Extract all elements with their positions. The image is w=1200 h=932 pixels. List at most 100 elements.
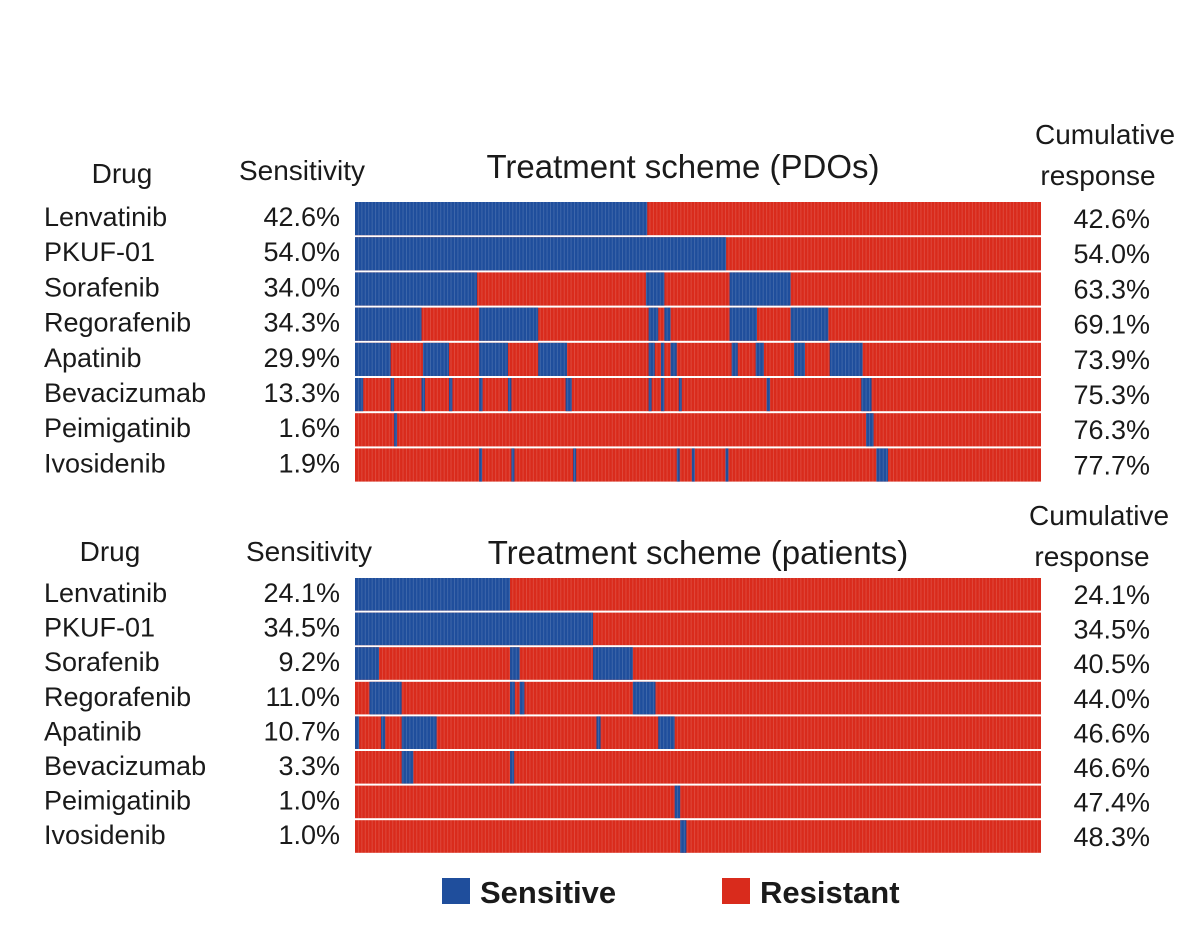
sensitive-segment — [596, 716, 601, 749]
sensitive-segment — [479, 378, 483, 412]
sensitive-segment — [479, 342, 508, 376]
sensitive-segment — [691, 448, 695, 482]
drug-label: Bevacizumab — [44, 751, 206, 781]
sensitive-segment — [355, 237, 727, 271]
resistant-bar — [355, 413, 1041, 447]
sensitive-segment — [381, 716, 386, 749]
drug-label: Peimigatinib — [44, 413, 191, 443]
cumulative-value: 47.4% — [1073, 788, 1150, 818]
sensitivity-header: Sensitivity — [246, 536, 372, 567]
sensitive-segment — [538, 342, 567, 376]
sensitivity-value: 34.3% — [263, 308, 340, 338]
sensitive-segment — [379, 681, 402, 715]
sensitive-segment — [755, 342, 764, 376]
drug-header: Drug — [92, 158, 153, 189]
heatmap-grid — [355, 202, 1041, 482]
cumulative-value: 42.6% — [1073, 204, 1150, 234]
sensitive-segment — [674, 785, 681, 819]
resistant-bar — [355, 647, 1041, 680]
sensitive-segment — [632, 681, 656, 715]
sensitive-segment — [729, 272, 791, 306]
cumulative-header-line2: response — [1040, 160, 1155, 191]
cumulative-value: 73.9% — [1073, 345, 1150, 375]
sensitive-segment — [645, 272, 665, 306]
sensitive-segment — [355, 378, 364, 412]
sensitive-segment — [658, 716, 675, 749]
sensitive-segment — [510, 647, 520, 680]
panel-pdos: Drug Sensitivity Treatment scheme (PDOs)… — [44, 119, 1175, 482]
sensitivity-value: 34.0% — [263, 272, 340, 302]
drug-label: Lenvatinib — [44, 578, 167, 608]
cumulative-value: 34.5% — [1073, 615, 1150, 645]
sensitive-segment — [390, 378, 395, 412]
sensitive-segment — [729, 307, 757, 341]
sensitive-segment — [861, 378, 872, 412]
cumulative-header-line2: response — [1034, 541, 1149, 572]
sensitive-segment — [790, 307, 829, 341]
legend-swatch-resistant — [722, 878, 750, 904]
drug-label: Sorafenib — [44, 647, 160, 677]
resistant-bar — [355, 785, 1041, 819]
heatmap-grid — [355, 578, 1041, 853]
sensitivity-header: Sensitivity — [239, 155, 365, 186]
resistant-bar — [355, 448, 1041, 482]
sensitivity-value: 13.3% — [263, 378, 340, 408]
drug-label: Ivosidenib — [44, 820, 166, 850]
sensitivity-value: 29.9% — [263, 343, 340, 373]
sensitive-segment — [511, 448, 515, 482]
resistant-bar — [355, 681, 1041, 715]
sensitive-segment — [648, 307, 659, 341]
sensitivity-value: 34.5% — [263, 613, 340, 643]
sensitive-segment — [829, 342, 863, 376]
sensitive-segment — [766, 378, 771, 412]
sensitivity-value: 9.2% — [278, 647, 340, 677]
cumulative-value: 48.3% — [1073, 822, 1150, 852]
cumulative-value: 40.5% — [1073, 649, 1150, 679]
sensitive-segment — [565, 378, 572, 412]
chart-title: Treatment scheme (PDOs) — [486, 148, 879, 185]
drug-label: Apatinib — [44, 716, 142, 746]
sensitive-segment — [510, 751, 515, 784]
sensitive-segment — [876, 448, 889, 482]
resistant-bar — [355, 307, 1041, 341]
sensitive-segment — [448, 378, 453, 412]
sensitive-segment — [355, 612, 594, 646]
row-labels: Lenvatinib 42.6% 42.6% PKUF-01 54.0% 54.0% Sor… — [44, 202, 1150, 480]
legend: Sensitive Resistant — [442, 875, 900, 910]
sensitivity-value: 24.1% — [263, 578, 340, 608]
sensitive-segment — [507, 378, 512, 412]
sensitive-segment — [355, 272, 478, 306]
sensitive-segment — [519, 681, 525, 715]
sensitive-segment — [680, 820, 687, 853]
sensitive-segment — [660, 342, 665, 376]
drug-label: PKUF-01 — [44, 237, 155, 267]
sensitive-segment — [355, 342, 391, 376]
drug-label: Peimigatinib — [44, 786, 191, 816]
sensitive-segment — [422, 342, 449, 376]
sensitive-segment — [794, 342, 806, 376]
sensitive-segment — [660, 378, 665, 412]
cumulative-value: 69.1% — [1073, 310, 1150, 340]
panel-patients: Drug Sensitivity Treatment scheme (patie… — [44, 500, 1169, 853]
cumulative-header-line1: Cumulative — [1029, 500, 1169, 531]
sensitive-segment — [479, 307, 539, 341]
sensitivity-value: 3.3% — [278, 751, 340, 781]
sensitivity-value: 1.0% — [278, 786, 340, 816]
resistant-bar — [355, 378, 1041, 412]
sensitivity-value: 10.7% — [263, 716, 340, 746]
sensitivity-value: 42.6% — [263, 202, 340, 232]
sensitive-segment — [421, 378, 425, 412]
drug-label: Bevacizumab — [44, 378, 206, 408]
sensitive-segment — [670, 342, 677, 376]
cumulative-value: 46.6% — [1073, 753, 1150, 783]
legend-label-resistant: Resistant — [760, 875, 900, 910]
sensitive-segment — [355, 578, 511, 611]
cumulative-value: 46.6% — [1073, 718, 1150, 748]
sensitivity-value: 54.0% — [263, 237, 340, 267]
chart-title: Treatment scheme (patients) — [488, 534, 909, 571]
cumulative-value: 44.0% — [1073, 684, 1150, 714]
sensitive-segment — [664, 307, 671, 341]
sensitive-segment — [510, 681, 515, 715]
sensitive-segment — [676, 448, 680, 482]
